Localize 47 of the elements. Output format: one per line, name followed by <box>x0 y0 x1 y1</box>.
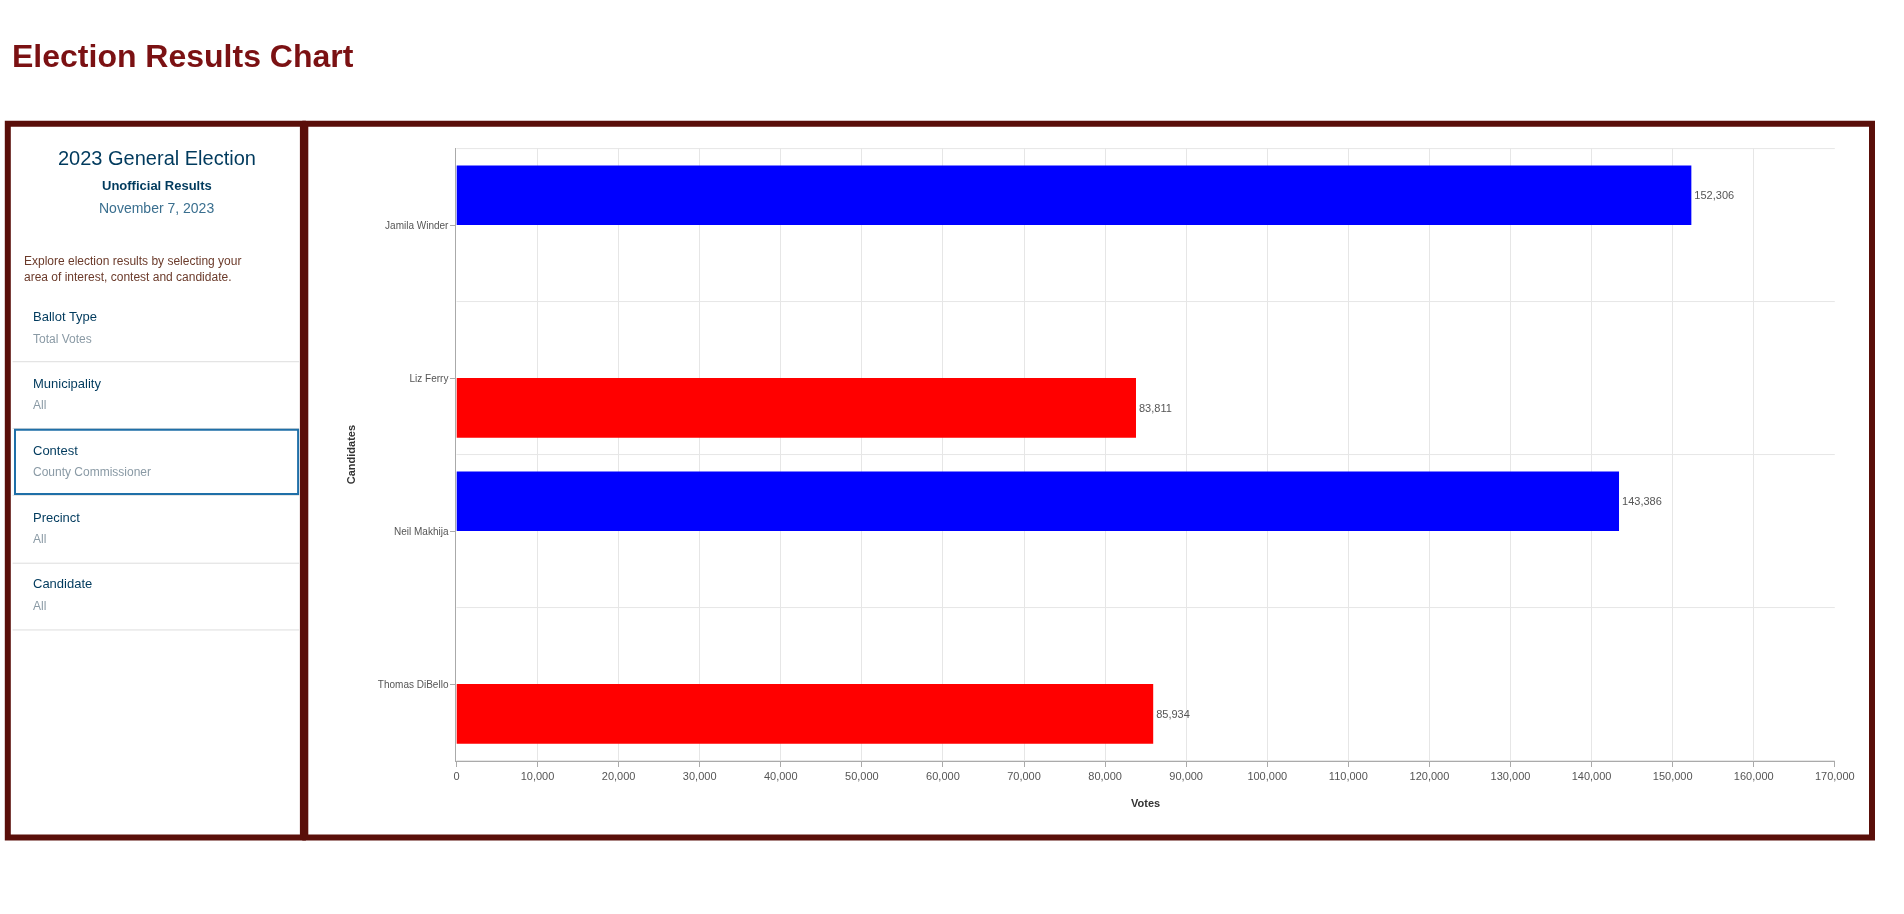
x-tick-label: 70,000 <box>1007 770 1041 783</box>
data-label: 152,306 <box>1694 189 1735 202</box>
data-label: 83,811 <box>1139 401 1172 414</box>
x-tick-label: 160,000 <box>1733 770 1774 783</box>
bar <box>456 378 1136 438</box>
text: Unofficial Results <box>102 178 212 193</box>
data-label: 143,386 <box>1622 495 1662 508</box>
text: 2023 General Election <box>58 147 256 169</box>
x-tick-label: 40,000 <box>763 770 798 783</box>
text: Municipality <box>33 376 102 391</box>
bar <box>456 471 1620 532</box>
text: Election Results Chart <box>12 38 354 74</box>
x-tick-label: 110,000 <box>1328 770 1368 783</box>
text: November 7, 2023 <box>99 200 215 216</box>
x-axis-title: Votes <box>1131 797 1161 810</box>
y-tick-label: Thomas DiBello <box>377 678 449 690</box>
x-tick-label: 0 <box>453 770 460 783</box>
x-tick-label: 80,000 <box>1088 770 1122 783</box>
y-tick-label: Jamila Winder <box>385 219 450 231</box>
x-tick-label: 130,000 <box>1490 770 1531 783</box>
text: All <box>33 398 47 412</box>
data-label: 85,934 <box>1156 707 1190 720</box>
x-tick-label: 170,000 <box>1814 770 1855 783</box>
x-tick-label: 50,000 <box>845 770 879 783</box>
text: County Commissioner <box>33 465 152 479</box>
x-tick-label: 90,000 <box>1169 770 1203 783</box>
x-tick-label: 140,000 <box>1571 770 1612 783</box>
text: Total Votes <box>33 332 92 346</box>
x-tick-label: 150,000 <box>1652 770 1693 783</box>
y-tick-label: Neil Makhija <box>393 525 449 537</box>
text: Precinct <box>33 510 81 525</box>
x-tick-label: 60,000 <box>926 770 960 783</box>
bar <box>456 165 1692 226</box>
x-tick-label: 30,000 <box>682 770 717 783</box>
text: Ballot Type <box>33 309 98 324</box>
text: Candidate <box>33 576 93 591</box>
text: Contest <box>33 443 79 458</box>
x-tick-label: 100,000 <box>1247 770 1288 783</box>
bar <box>456 684 1154 744</box>
x-tick-label: 120,000 <box>1409 770 1450 783</box>
x-tick-label: 20,000 <box>601 770 636 783</box>
text: All <box>33 532 47 546</box>
text: Explore election results by selecting your area of interest, contest and candidate. <box>24 254 242 284</box>
x-tick-label: 10,000 <box>520 770 555 783</box>
text: All <box>33 599 47 613</box>
y-tick-label: Liz Ferry <box>409 372 449 384</box>
y-axis-title: Candidates <box>344 424 357 485</box>
